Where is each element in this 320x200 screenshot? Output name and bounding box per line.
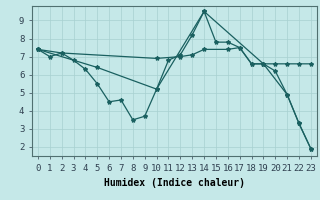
X-axis label: Humidex (Indice chaleur): Humidex (Indice chaleur) [104, 178, 245, 188]
